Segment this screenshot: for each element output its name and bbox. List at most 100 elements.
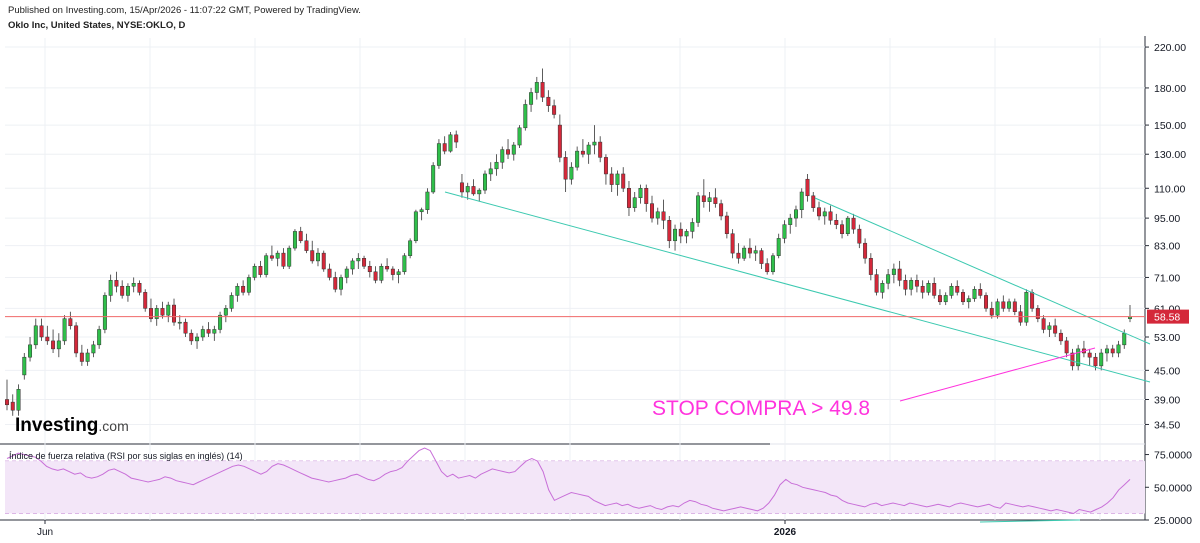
- candle: [356, 253, 361, 270]
- candle-body: [91, 344, 96, 354]
- candle-body: [1007, 301, 1012, 309]
- annotation-text: STOP COMPRA > 49.8: [652, 397, 870, 420]
- candle: [488, 162, 493, 181]
- candle-body: [350, 260, 355, 270]
- logo-word: Investing: [15, 415, 98, 436]
- candle-body: [736, 252, 741, 259]
- candle: [500, 146, 505, 169]
- candle: [961, 289, 965, 306]
- candle-body: [903, 280, 908, 290]
- candle-body: [644, 188, 649, 204]
- candle: [926, 280, 931, 296]
- candle-body: [275, 252, 280, 259]
- candle: [246, 274, 251, 296]
- candle-body: [339, 277, 343, 290]
- candle-body: [10, 401, 15, 411]
- candle: [765, 258, 770, 275]
- candle-body: [615, 173, 620, 185]
- price-tick-label: 45.00: [1154, 365, 1180, 377]
- candle: [1087, 348, 1092, 366]
- candle-body: [131, 283, 136, 287]
- candle-body: [436, 143, 441, 166]
- logo-text: Investing.com: [15, 415, 129, 436]
- candle: [442, 136, 447, 155]
- candle-body: [1041, 318, 1046, 330]
- candle: [598, 136, 603, 163]
- candle: [886, 269, 891, 290]
- candle: [362, 255, 367, 270]
- candle-body: [989, 308, 994, 316]
- candle-body: [511, 144, 516, 155]
- candle: [241, 280, 246, 296]
- candle-body: [955, 285, 960, 293]
- candle-body: [1053, 325, 1058, 334]
- candle: [724, 211, 729, 239]
- candle-body: [362, 258, 367, 267]
- candle-body: [609, 173, 614, 185]
- candle: [51, 329, 56, 353]
- candle: [632, 191, 637, 212]
- candle: [131, 277, 136, 293]
- candle: [275, 250, 280, 267]
- candle-body: [143, 292, 148, 309]
- candle-body: [713, 197, 718, 204]
- candle: [39, 318, 44, 341]
- candle: [817, 201, 821, 221]
- candle: [506, 139, 511, 159]
- candle-body: [177, 321, 182, 324]
- candle: [223, 305, 228, 323]
- investing-logo: Investing.com: [15, 415, 129, 436]
- candle: [189, 329, 194, 345]
- candle-body: [425, 191, 430, 210]
- candle: [978, 283, 983, 299]
- candle-body: [390, 268, 395, 275]
- candle: [1081, 340, 1086, 358]
- candle: [120, 280, 125, 299]
- price-tick-label: 130.00: [1154, 149, 1186, 161]
- rsi-title: Índice de fuerza relativa (RSI por sus s…: [9, 451, 243, 461]
- candle-body: [886, 274, 891, 284]
- candle: [102, 292, 107, 334]
- candle-body: [995, 301, 1000, 316]
- candle-body: [264, 255, 269, 275]
- candle-body: [62, 318, 67, 342]
- candle-body: [1104, 348, 1109, 354]
- candle: [229, 292, 234, 312]
- price-tick-label: 180.00: [1154, 83, 1186, 95]
- candle-body: [246, 277, 251, 293]
- grid: [0, 36, 1146, 521]
- candle-body: [949, 285, 954, 296]
- candle: [5, 379, 9, 411]
- candle: [546, 90, 551, 112]
- candle-body: [563, 157, 568, 180]
- candle: [235, 283, 240, 302]
- candle: [914, 274, 919, 293]
- candle-body: [851, 217, 856, 230]
- candle-body: [74, 325, 79, 354]
- candle: [822, 207, 827, 225]
- candle-body: [575, 150, 580, 168]
- candle: [707, 191, 712, 212]
- candle-body: [1047, 325, 1052, 330]
- candle: [125, 283, 130, 302]
- candle: [1058, 329, 1063, 345]
- candle-body: [759, 250, 764, 264]
- candle-body: [108, 280, 113, 296]
- candle: [1024, 289, 1029, 326]
- candle: [828, 205, 833, 225]
- candle-body: [534, 82, 539, 93]
- candle-body: [897, 268, 902, 281]
- candle-body: [765, 263, 770, 273]
- candle-body: [68, 318, 73, 327]
- candle-body: [770, 255, 775, 273]
- candle-body: [586, 144, 591, 155]
- candle-body: [1070, 352, 1075, 367]
- candle-body: [811, 195, 816, 208]
- candle: [782, 220, 787, 244]
- candle: [218, 311, 223, 334]
- candle-body: [1030, 292, 1035, 309]
- candle: [863, 238, 868, 264]
- candle: [212, 325, 217, 341]
- candle-body: [166, 304, 171, 316]
- candle: [143, 289, 148, 312]
